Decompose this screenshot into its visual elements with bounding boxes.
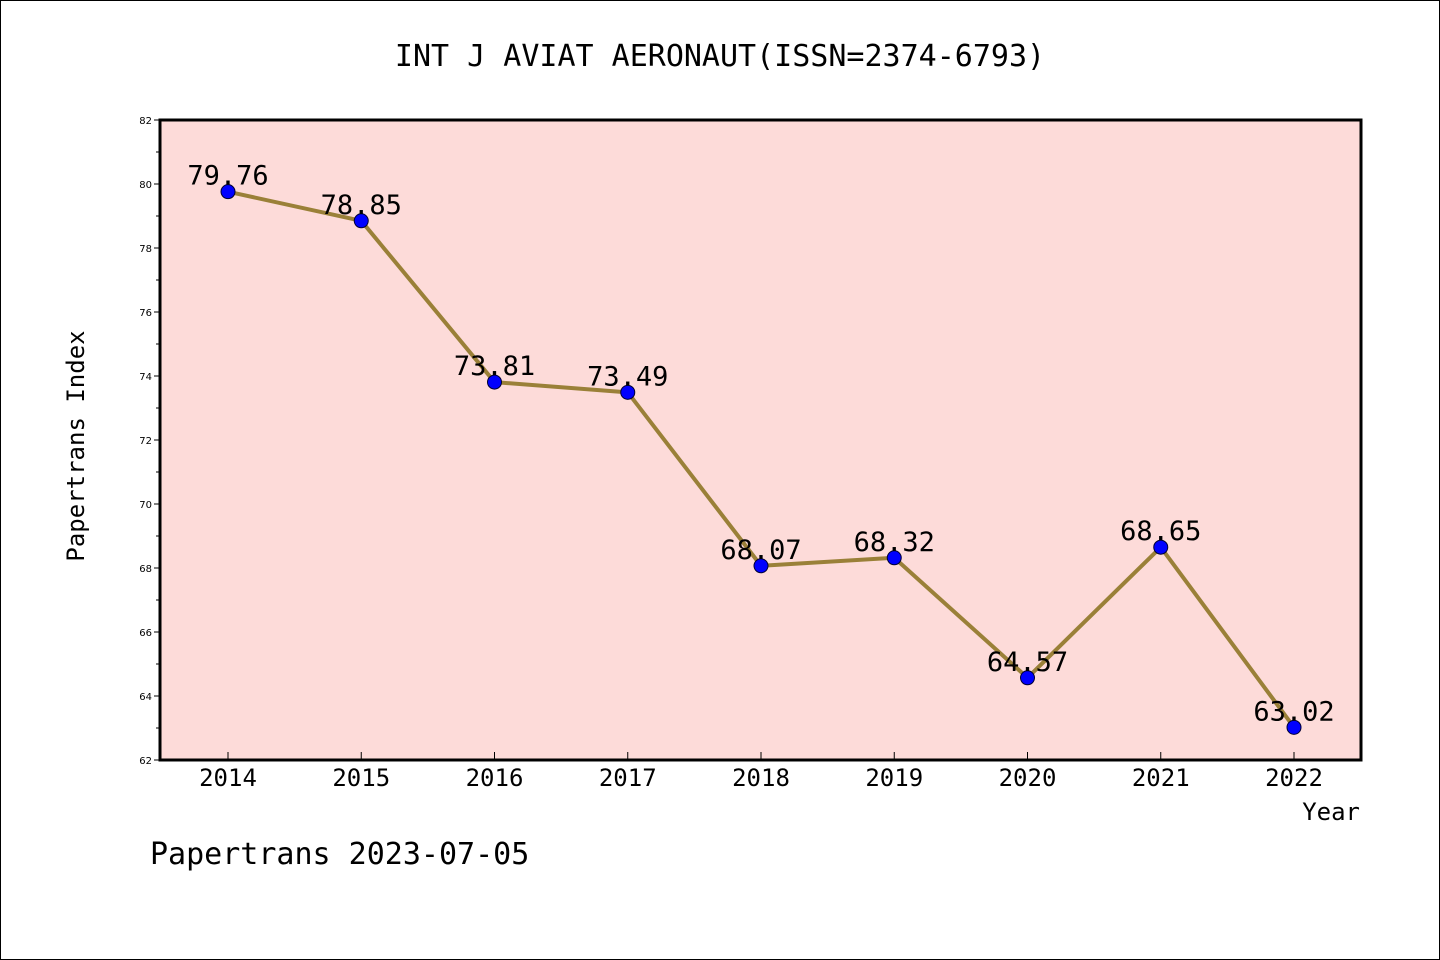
data-labels: 79.76 78.85 73.81 73.49 68.07 68.32 64.57 68.65… — [187, 161, 1334, 728]
y-tick-label: 80 — [139, 180, 152, 191]
y-tick-label: 66 — [139, 628, 152, 639]
data-point — [1286, 719, 1302, 735]
x-tick-label: 2017 — [599, 764, 657, 792]
y-tick-label: 74 — [139, 372, 152, 383]
plot-border — [158, 118, 1363, 762]
data-label: 73.81 — [454, 351, 535, 382]
data-point — [753, 558, 769, 574]
footer-text: Papertrans 2023-07-05 — [150, 837, 529, 872]
x-tick-label: 2015 — [332, 764, 390, 792]
x-tick-label: 2014 — [199, 764, 257, 792]
data-point — [620, 384, 636, 400]
chart-title: INT J AVIAT AERONAUT(ISSN=2374-6793) — [395, 39, 1045, 74]
data-point — [1020, 670, 1035, 686]
data-label: 68.65 — [1120, 516, 1201, 547]
y-tick-label: 68 — [139, 564, 152, 575]
y-tick-label: 64 — [139, 692, 152, 703]
y-tick-label: 82 — [139, 116, 152, 127]
data-point — [1153, 539, 1169, 555]
data-point — [353, 213, 369, 229]
x-tick-label: 2016 — [466, 764, 524, 792]
y-tick-label: 78 — [139, 244, 152, 255]
y-axis: 62 64 66 68 70 72 74 76 78 80 82 — [139, 116, 160, 767]
data-label: 79.76 — [187, 161, 268, 192]
x-tick-label: 2021 — [1132, 764, 1190, 792]
data-label: 63.02 — [1253, 696, 1334, 727]
x-tick-label: 2019 — [865, 764, 923, 792]
data-point — [220, 184, 236, 200]
y-tick-label: 72 — [139, 436, 152, 447]
data-point — [487, 374, 502, 390]
y-tick-label: 62 — [139, 756, 152, 767]
series-markers — [220, 184, 1302, 735]
y-axis-label: Papertrans Index — [62, 330, 90, 561]
data-label: 68.32 — [854, 527, 935, 558]
data-label: 64.57 — [987, 647, 1068, 678]
y-tick-label: 76 — [139, 308, 152, 319]
x-axis-label: Year — [1302, 798, 1360, 826]
x-axis: 2014 2015 2016 2017 2018 2019 2020 2021 2022 — [199, 752, 1323, 792]
data-label: 78.85 — [321, 190, 402, 221]
data-label: 73.49 — [587, 361, 668, 392]
data-point — [886, 550, 902, 566]
x-tick-label: 2022 — [1265, 764, 1323, 792]
x-tick-label: 2020 — [999, 764, 1057, 792]
data-label: 68.07 — [720, 535, 801, 566]
x-tick-label: 2018 — [732, 764, 790, 792]
y-tick-label: 70 — [139, 500, 152, 511]
